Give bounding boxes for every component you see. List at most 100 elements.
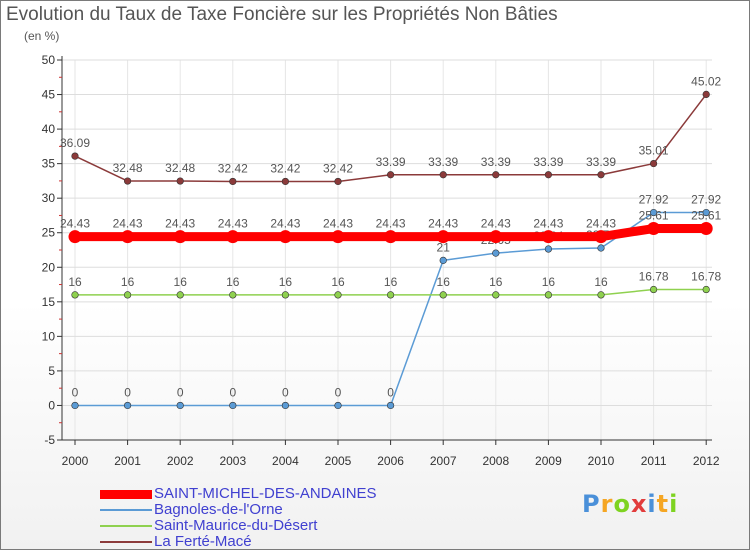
data-point — [176, 401, 184, 410]
data-label: 24.43 — [428, 217, 458, 231]
data-point — [71, 401, 79, 410]
data-point — [541, 230, 555, 244]
y-tick-label: 25 — [42, 226, 56, 240]
data-point — [439, 291, 447, 299]
data-label: 16 — [594, 275, 608, 289]
data-label: 25.61 — [639, 209, 669, 223]
data-label: 16 — [174, 275, 188, 289]
data-label: 32.42 — [270, 161, 300, 175]
data-point — [489, 230, 503, 244]
y-tick-label: 0 — [48, 398, 55, 412]
data-point — [229, 401, 237, 410]
data-point — [702, 285, 710, 294]
y-tick-label: 20 — [42, 260, 56, 274]
data-point — [229, 177, 237, 186]
data-label: 16 — [226, 275, 240, 289]
data-point — [594, 230, 608, 244]
data-label: 0 — [124, 385, 131, 399]
data-point — [544, 291, 553, 299]
data-point — [176, 177, 184, 185]
y-tick-label: 30 — [42, 191, 56, 205]
data-point — [544, 171, 553, 179]
data-point — [334, 291, 342, 299]
x-tick-label: 2007 — [430, 454, 457, 468]
data-point — [492, 291, 500, 299]
data-point — [699, 222, 713, 236]
data-label: 16 — [489, 275, 503, 289]
data-point — [544, 245, 553, 253]
data-point — [68, 230, 82, 244]
data-label: 0 — [282, 385, 289, 399]
data-label: 24.43 — [113, 217, 143, 231]
x-tick-label: 2010 — [588, 454, 615, 468]
data-label: 0 — [335, 385, 342, 399]
data-label: 24.43 — [270, 217, 300, 231]
data-label: 21 — [437, 240, 451, 254]
data-label: 45.02 — [691, 74, 721, 88]
data-point — [173, 230, 187, 244]
data-label: 32.48 — [165, 161, 195, 175]
proxiti-logo: Proxiti — [582, 490, 678, 518]
legend-swatch — [100, 489, 152, 499]
y-tick-label: 15 — [42, 295, 56, 309]
x-tick-label: 2003 — [219, 454, 246, 468]
x-tick-label: 2009 — [535, 454, 562, 468]
data-label: 33.39 — [586, 155, 616, 169]
legend-swatch — [100, 525, 152, 527]
data-label: 27.92 — [691, 193, 721, 207]
data-point — [649, 208, 658, 217]
x-tick-label: 2004 — [272, 454, 299, 468]
data-point — [597, 291, 605, 299]
chart-title: Evolution du Taux de Taxe Foncière sur l… — [6, 4, 558, 25]
data-label: 16 — [331, 275, 345, 289]
y-tick-label: 45 — [42, 88, 56, 102]
data-point — [281, 291, 290, 299]
data-label: 36.09 — [60, 136, 90, 150]
data-label: 32.42 — [323, 161, 353, 175]
y-tick-label: 40 — [42, 122, 56, 136]
y-tick-label: -5 — [44, 433, 55, 447]
x-tick-label: 2008 — [482, 454, 509, 468]
legend-swatch — [100, 541, 152, 543]
data-point — [334, 401, 342, 410]
data-point — [702, 90, 710, 99]
data-point — [436, 230, 450, 244]
logo-letter: i — [647, 490, 657, 518]
data-label: 32.42 — [218, 161, 248, 175]
data-label: 33.39 — [428, 155, 458, 169]
data-point — [71, 152, 79, 160]
legend-swatch — [100, 509, 152, 511]
data-label: 24.43 — [60, 217, 90, 231]
data-label: 24.43 — [323, 217, 353, 231]
data-point — [387, 291, 395, 299]
data-point — [649, 159, 658, 168]
data-point — [226, 230, 240, 244]
data-point — [229, 291, 237, 299]
data-label: 16 — [68, 275, 82, 289]
data-label: 0 — [177, 385, 184, 399]
data-point — [176, 291, 184, 299]
data-point — [71, 291, 79, 299]
data-label: 25.61 — [691, 209, 721, 223]
y-tick-label: 50 — [42, 53, 56, 67]
x-tick-label: 2005 — [325, 454, 352, 468]
data-label: 24.43 — [218, 217, 248, 231]
logo-letter: P — [582, 490, 601, 518]
data-label: 0 — [72, 385, 79, 399]
logo-letter: x — [630, 490, 648, 518]
data-point — [492, 171, 500, 179]
data-point — [123, 291, 132, 299]
data-point — [278, 230, 292, 244]
data-label: 24.43 — [533, 217, 563, 231]
data-label: 24.43 — [376, 217, 406, 231]
x-tick-label: 2000 — [62, 454, 89, 468]
data-label: 16.78 — [691, 270, 721, 284]
y-tick-label: 35 — [42, 157, 56, 171]
x-tick-label: 2006 — [377, 454, 404, 468]
data-point — [121, 230, 135, 244]
y-tick-label: 5 — [48, 364, 55, 378]
data-label: 35.01 — [639, 144, 669, 158]
data-label: 16 — [279, 275, 293, 289]
